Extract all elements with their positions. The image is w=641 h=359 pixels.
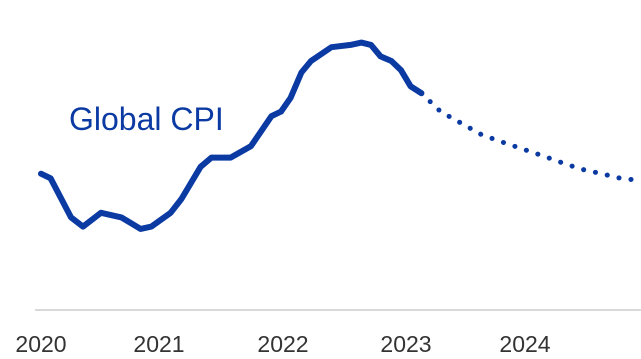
x-tick-label: 2024 — [499, 331, 550, 357]
x-tick-label: 2020 — [15, 331, 66, 357]
x-tick-label: 2021 — [133, 331, 184, 357]
x-tick-label: 2023 — [380, 331, 431, 357]
x-tick-labels: 2020 2021 2022 2023 2024 — [15, 331, 550, 357]
x-tick-label: 2022 — [257, 331, 308, 357]
series-label-global-cpi: Global CPI — [69, 101, 224, 137]
series-line-forecast — [418, 90, 641, 184]
series-layer — [38, 39, 641, 232]
series-line-global-cpi — [38, 39, 425, 232]
